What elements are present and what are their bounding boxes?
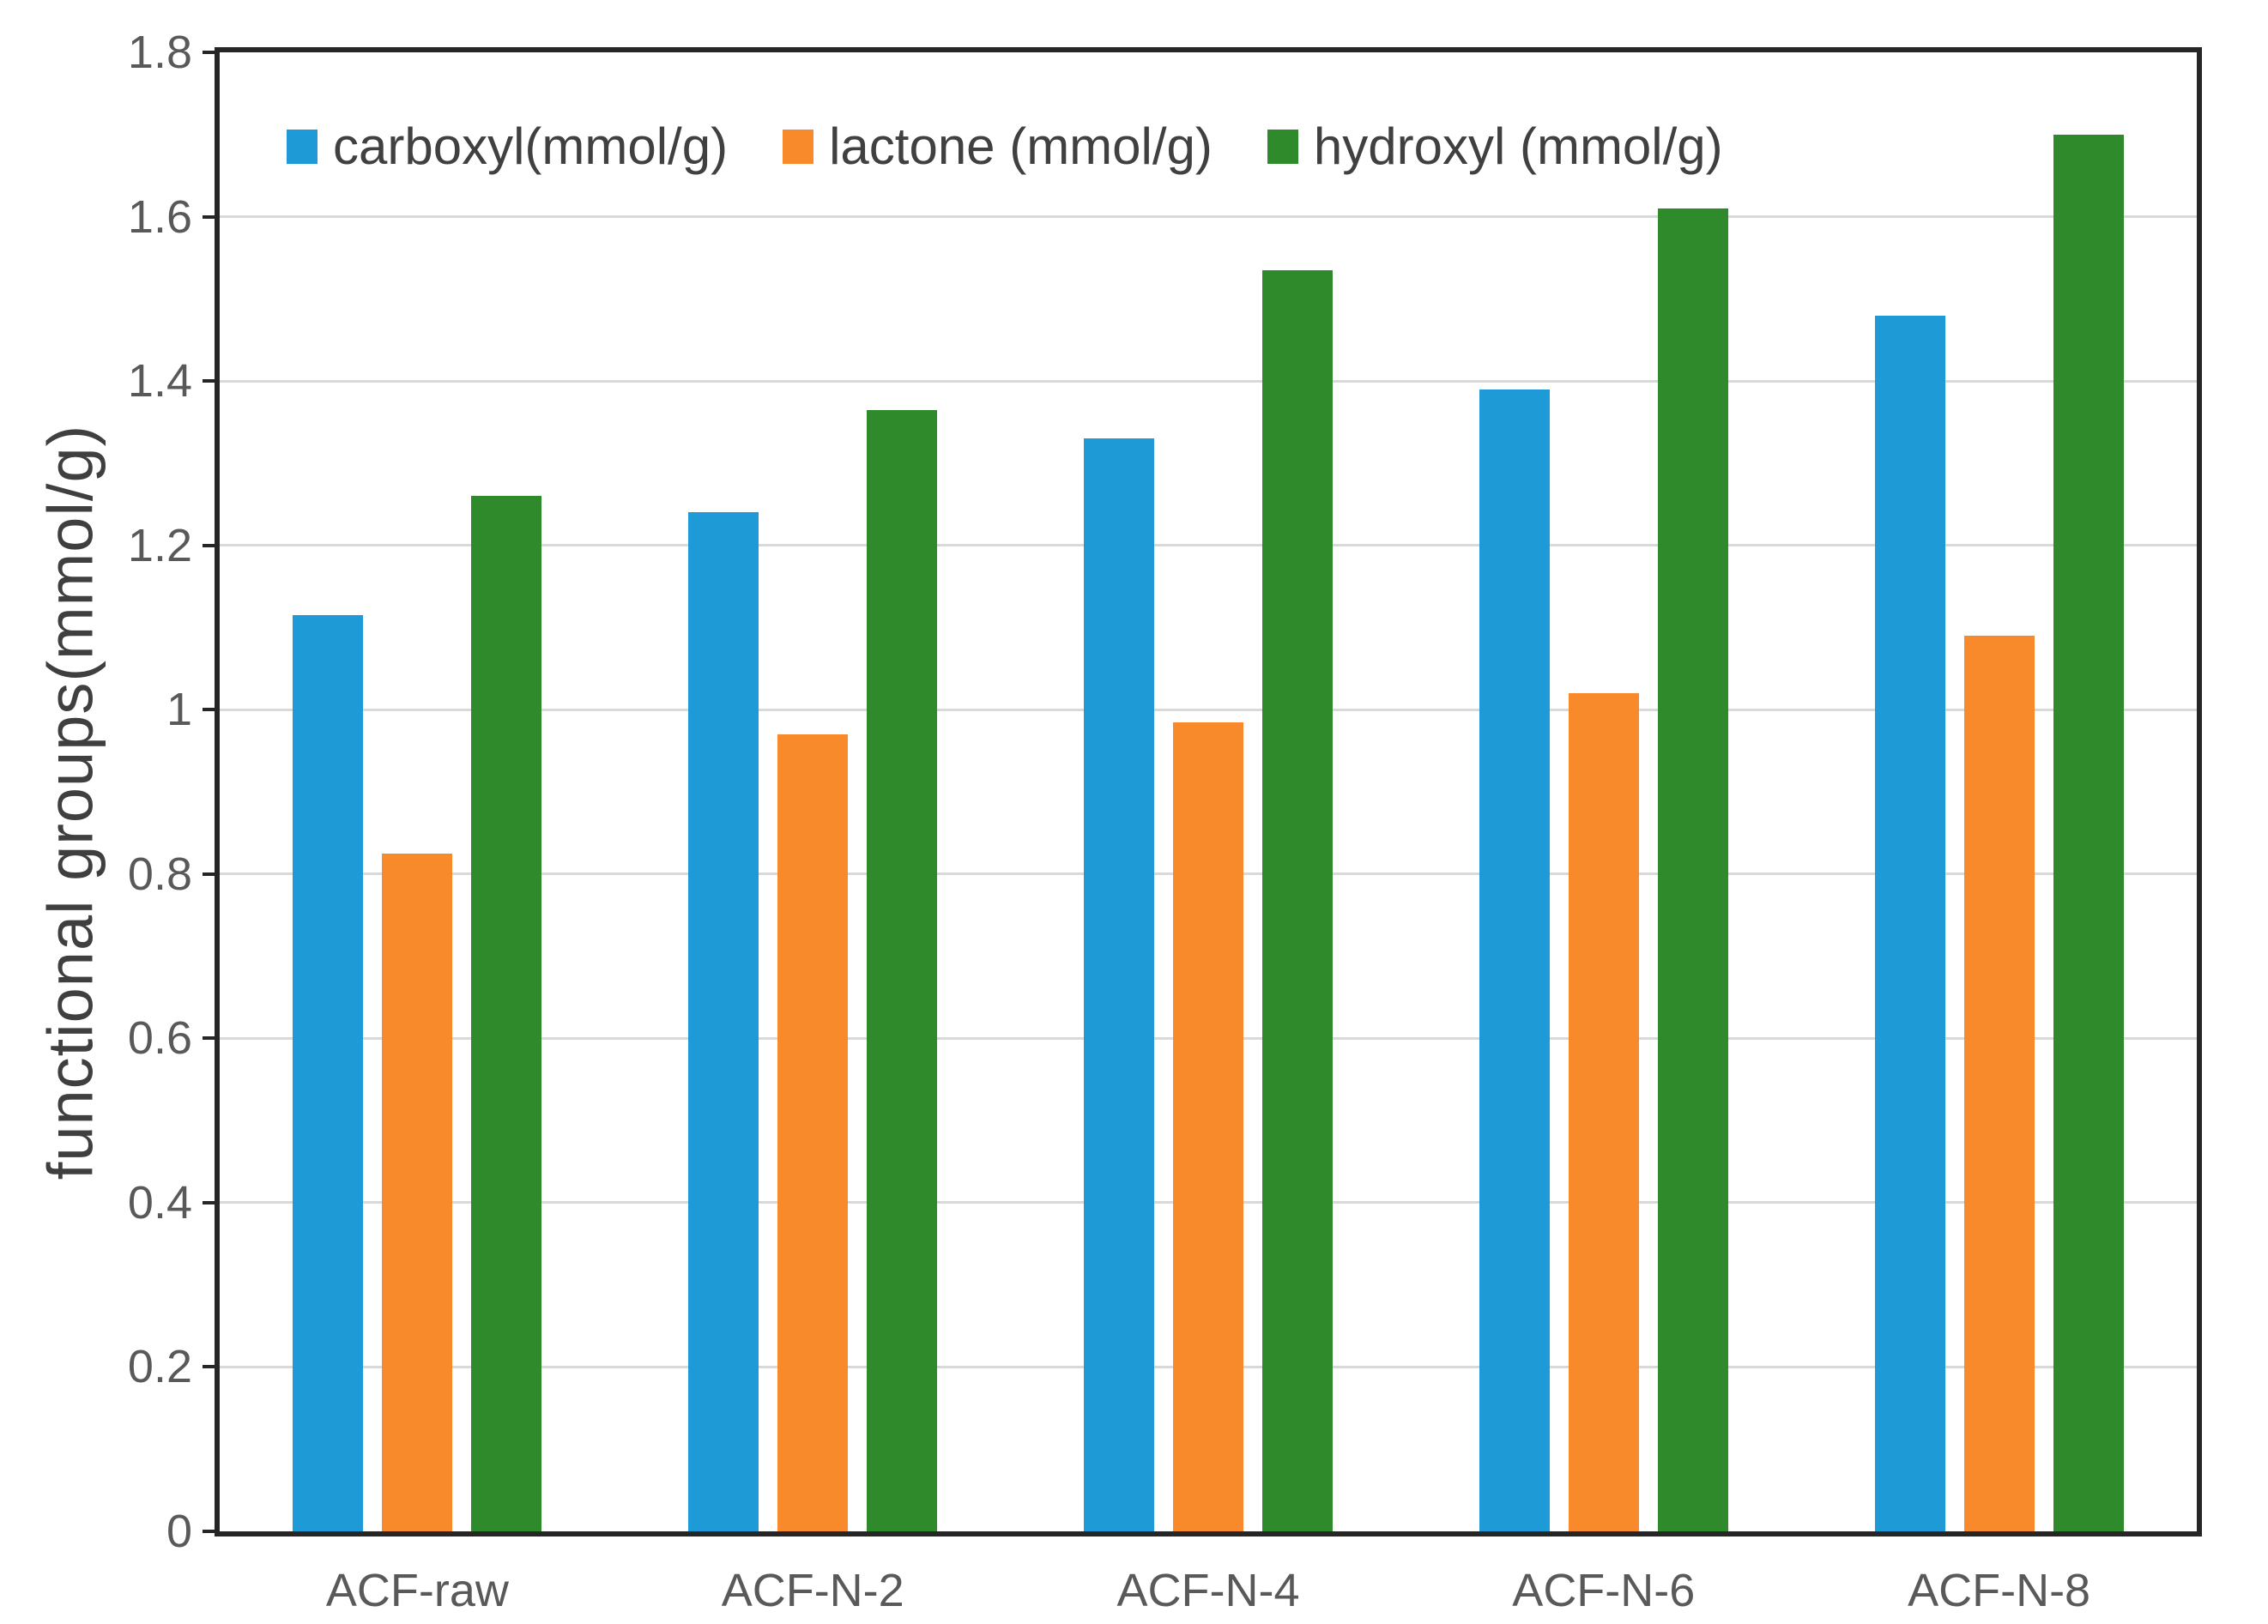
bar-group-ACF-N-2: [615, 52, 1011, 1531]
bar-group-ACF-N-6: [1406, 52, 1801, 1531]
y-tick-label-0: 0: [166, 1506, 192, 1557]
y-tick-mark-0: [203, 1530, 215, 1533]
x-axis-label-ACF-N-8: ACF-N-8: [1908, 1565, 2091, 1616]
bar-hydroxyl-ACF-N-2: [867, 409, 938, 1531]
y-tick-mark-1.2: [203, 543, 215, 547]
bar-group-ACF-N-8: [1801, 52, 2197, 1531]
gridline-1.4: [220, 379, 2197, 383]
legend-label: carboxyl(mmol/g): [333, 118, 729, 175]
y-tick-label-1.6: 1.6: [127, 190, 192, 243]
legend-swatch-icon: [287, 129, 318, 164]
y-tick-mark-0.6: [203, 1036, 215, 1041]
legend: carboxyl(mmol/g) lactone (mmol/g) hydroxyl…: [287, 117, 1723, 176]
legend-item-lactone: lactone (mmol/g): [783, 117, 1213, 176]
bar-hydroxyl-ACF-N-4: [1261, 269, 1333, 1531]
x-axis-label-ACF-N-4: ACF-N-4: [1116, 1565, 1300, 1616]
bar-lactone-ACF-N-4: [1172, 721, 1243, 1531]
bar-lactone-ACF-N-6: [1568, 693, 1639, 1531]
y-tick-label-1.4: 1.4: [127, 355, 192, 408]
bar-group-ACF-N-4: [1011, 52, 1406, 1531]
x-axis-label-ACF-N-2: ACF-N-2: [721, 1565, 904, 1616]
legend-swatch-icon: [1267, 129, 1298, 164]
legend-label: lactone (mmol/g): [829, 118, 1213, 175]
bar-carboxyl-ACF-N-2: [688, 512, 759, 1531]
gridline-1.2: [220, 544, 2197, 547]
y-tick-mark-0.2: [203, 1365, 215, 1369]
bar-lactone-ACF-raw: [382, 853, 453, 1531]
y-tick-label-1.2: 1.2: [127, 519, 192, 571]
y-tick-mark-0.4: [203, 1200, 215, 1204]
legend-swatch-icon: [783, 129, 814, 164]
bar-carboxyl-ACF-N-6: [1479, 389, 1550, 1531]
bar-carboxyl-ACF-N-4: [1083, 438, 1154, 1531]
bar-lactone-ACF-N-8: [1963, 636, 2035, 1531]
x-axis-label-ACF-raw: ACF-raw: [325, 1565, 509, 1616]
bar-groups: [220, 52, 2197, 1531]
y-tick-label-0.8: 0.8: [127, 848, 192, 900]
x-axis-label-ACF-N-6: ACF-N-6: [1512, 1565, 1696, 1616]
y-tick-mark-0.8: [203, 872, 215, 876]
bar-hydroxyl-ACF-raw: [471, 496, 542, 1531]
bar-lactone-ACF-N-2: [777, 734, 849, 1531]
bar-group-ACF-raw: [220, 52, 615, 1531]
bar-hydroxyl-ACF-N-6: [1657, 208, 1728, 1531]
bar-hydroxyl-ACF-N-8: [2053, 134, 2124, 1531]
y-tick-mark-1: [203, 708, 215, 712]
gridline-1: [220, 708, 2197, 711]
y-tick-label-0.6: 0.6: [127, 1012, 192, 1065]
y-tick-mark-1.6: [203, 214, 215, 219]
y-tick-label-0.4: 0.4: [127, 1176, 192, 1229]
y-tick-label-1: 1: [166, 684, 192, 736]
bar-carboxyl-ACF-N-8: [1874, 315, 1945, 1531]
plot-area: carboxyl(mmol/g) lactone (mmol/g) hydroxyl…: [215, 47, 2202, 1536]
gridline-1.6: [220, 215, 2197, 219]
y-tick-mark-1.4: [203, 379, 215, 383]
y-tick-mark-1.8: [203, 51, 215, 54]
legend-item-hydroxyl: hydroxyl (mmol/g): [1267, 117, 1723, 176]
y-tick-label-1.8: 1.8: [127, 27, 192, 78]
y-tick-label-0.2: 0.2: [127, 1341, 192, 1393]
legend-item-carboxyl: carboxyl(mmol/g): [287, 117, 728, 176]
legend-label: hydroxyl (mmol/g): [1313, 118, 1723, 175]
bar-carboxyl-ACF-raw: [293, 615, 364, 1531]
